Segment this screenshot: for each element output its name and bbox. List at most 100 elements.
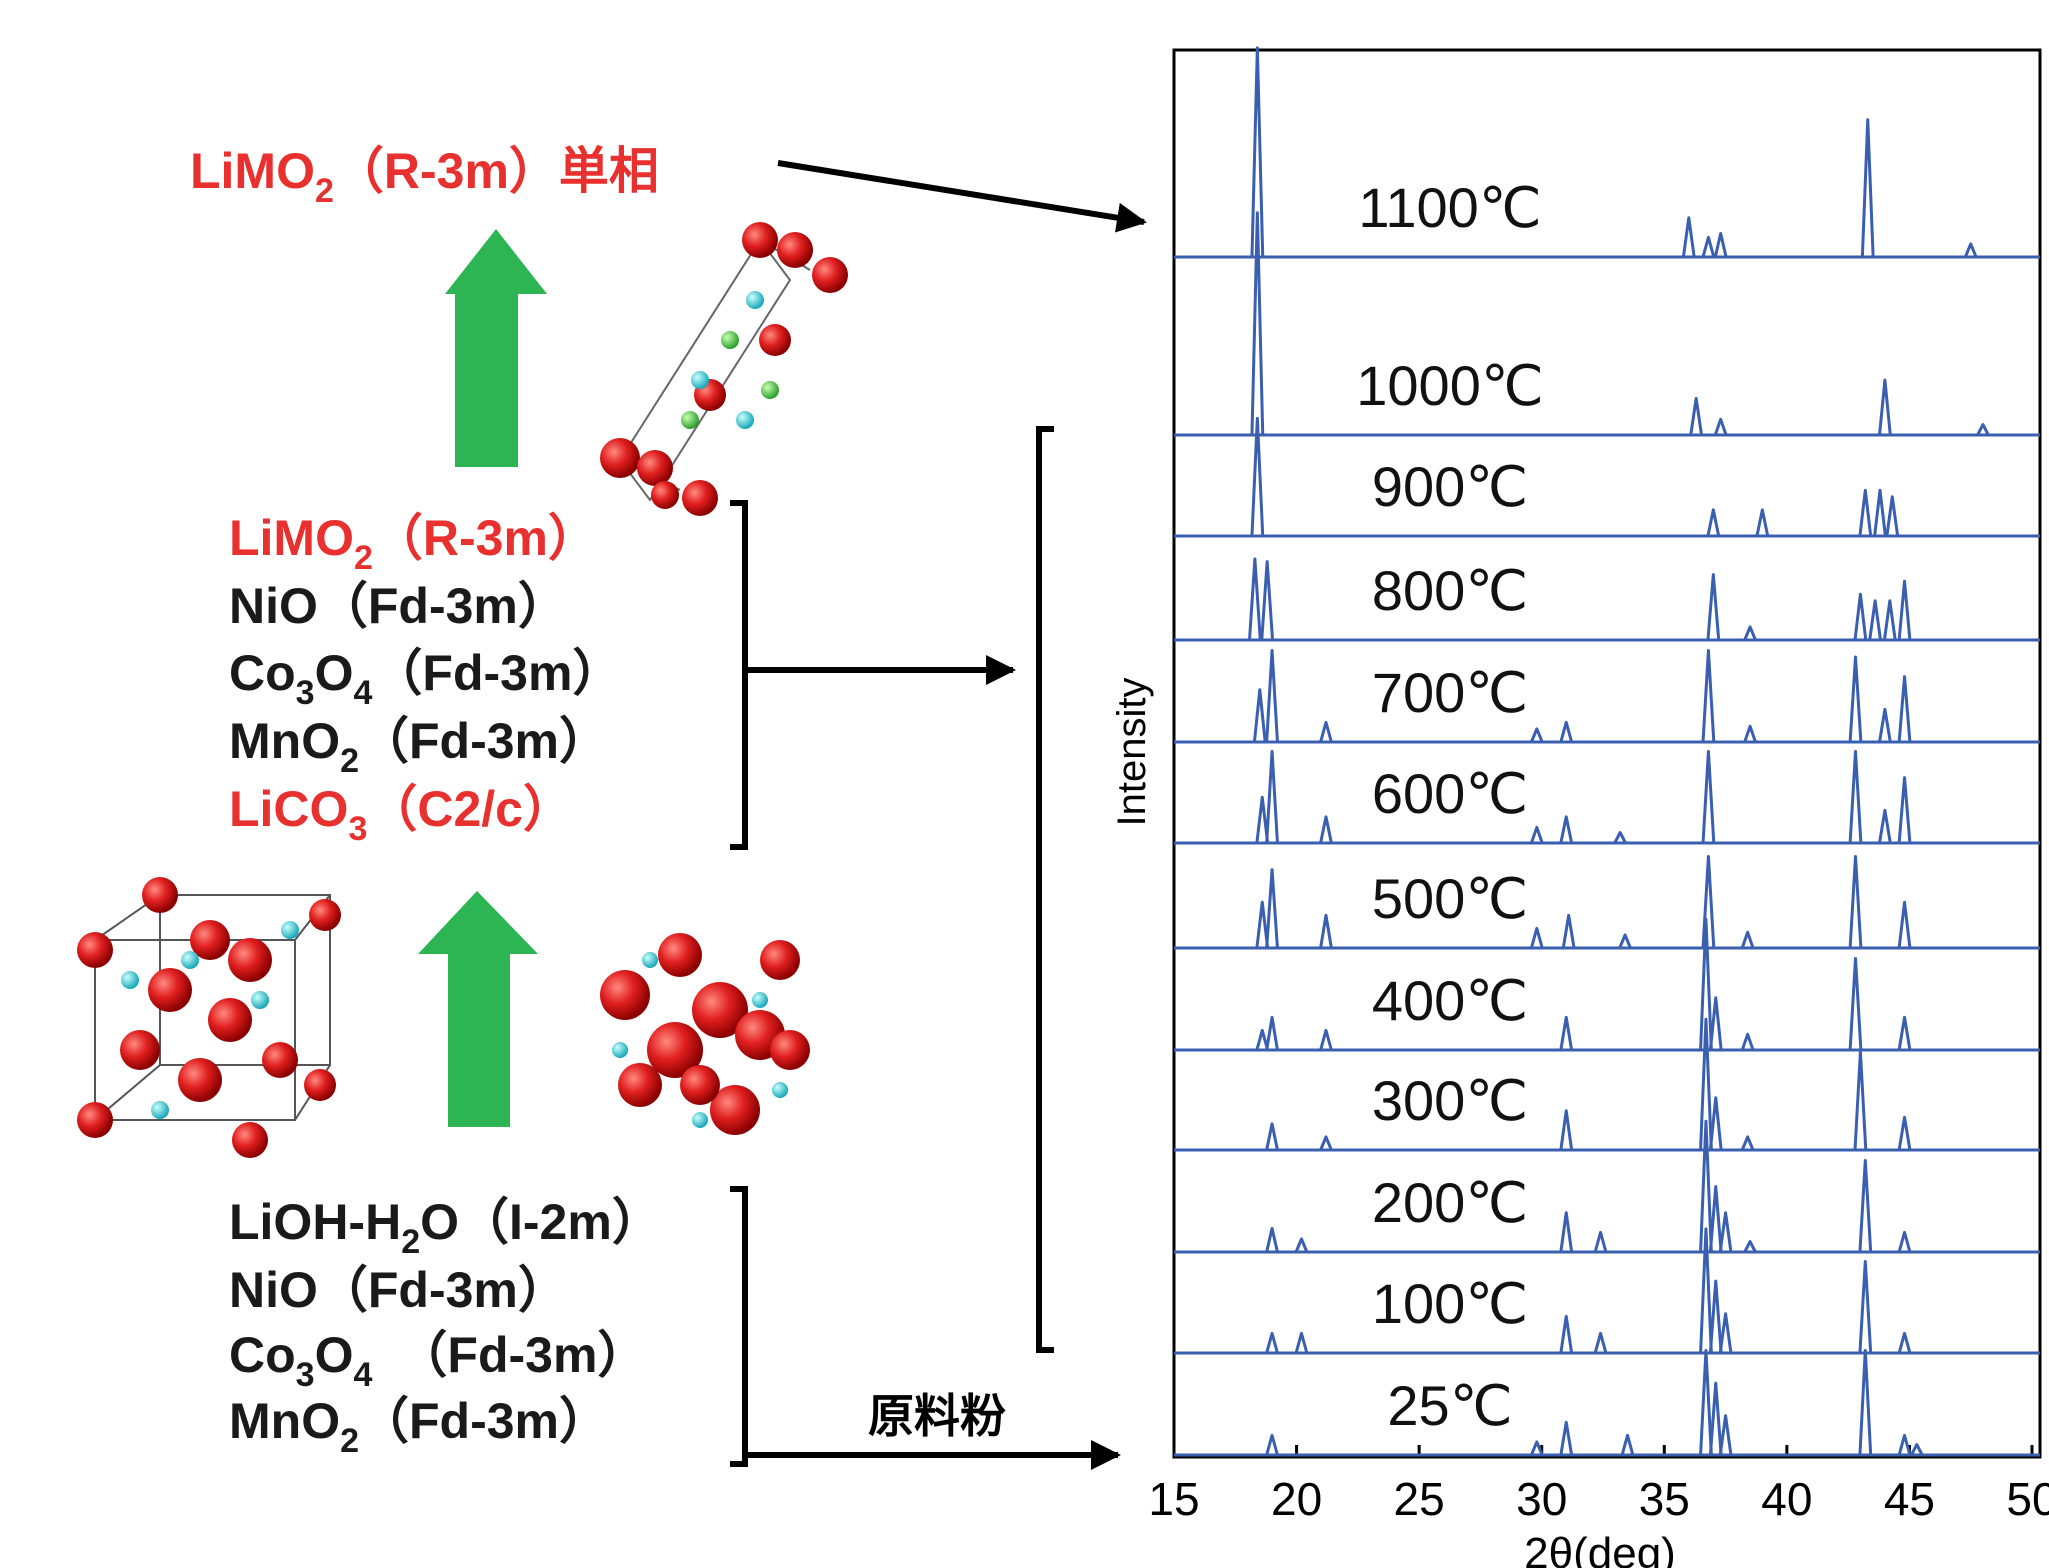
series-label: 1000℃	[1356, 354, 1543, 417]
peak	[1848, 855, 1863, 949]
peak	[1713, 417, 1728, 436]
peak	[1265, 1226, 1279, 1253]
peak	[1294, 1331, 1309, 1354]
green-arrow	[445, 229, 547, 467]
peak	[1559, 1015, 1574, 1051]
peak	[1897, 1115, 1912, 1151]
formula: NiO（Fd-3m）	[229, 578, 568, 634]
formula-part: （Fd-3m）	[372, 1327, 647, 1383]
formula-part: NiO（Fd-3m）	[229, 1262, 568, 1318]
peak	[1878, 808, 1892, 844]
raw-label: 原料粉	[868, 1390, 1006, 1442]
peak	[1265, 868, 1279, 949]
peak	[1885, 495, 1900, 537]
peak	[1613, 831, 1627, 844]
peak	[1708, 1185, 1723, 1253]
peak	[1873, 488, 1887, 537]
peak	[1708, 1279, 1723, 1354]
bracket	[1036, 426, 1054, 1353]
peak	[1260, 560, 1275, 641]
peak	[1689, 396, 1704, 436]
peak	[1963, 242, 1978, 258]
formula-part: MnO	[229, 713, 340, 769]
peak	[1706, 573, 1721, 641]
peak	[1755, 508, 1770, 537]
peak	[1250, 211, 1265, 436]
xrd-pattern	[1174, 855, 2040, 950]
peak	[1559, 1420, 1574, 1456]
formula-part: LiCO	[229, 781, 348, 837]
peak	[1743, 724, 1757, 743]
peak	[1250, 46, 1265, 258]
bracket	[730, 1186, 748, 1467]
peak	[1699, 1348, 1713, 1456]
formula-part: LiOH-H	[229, 1194, 401, 1250]
peak	[1265, 1331, 1279, 1354]
xrd-pattern	[1174, 1227, 2040, 1355]
peak	[1319, 1028, 1333, 1051]
peak	[1718, 1211, 1733, 1253]
peak	[1255, 900, 1270, 949]
x-tick-label: 30	[1516, 1473, 1567, 1525]
xrd-pattern	[1174, 211, 2040, 437]
xrd-pattern	[1174, 1119, 2040, 1254]
peak	[1265, 649, 1279, 743]
peak	[1718, 1312, 1733, 1354]
subscript: 2	[315, 172, 334, 210]
peak	[1853, 592, 1868, 641]
peak	[1559, 1211, 1574, 1253]
peak	[1530, 1440, 1544, 1456]
peak	[1743, 1240, 1757, 1253]
subscript: 4	[353, 1356, 372, 1394]
peak	[1620, 1433, 1635, 1456]
peak	[1897, 900, 1912, 949]
formula-part: NiO（Fd-3m）	[229, 578, 568, 634]
peak	[1618, 933, 1632, 949]
green-arrow	[418, 891, 538, 1127]
peak	[1559, 815, 1574, 844]
x-tick-label: 15	[1148, 1473, 1199, 1525]
peak	[1294, 1237, 1309, 1253]
peak	[1701, 649, 1716, 743]
formula-part: MnO	[229, 1393, 340, 1449]
formula-part: O（I-2m）	[420, 1194, 662, 1250]
peak	[1897, 1331, 1912, 1354]
peak	[1681, 216, 1696, 258]
series-label: 800℃	[1372, 559, 1528, 622]
peak	[1708, 996, 1723, 1051]
peak	[1265, 1433, 1279, 1456]
peak	[1878, 378, 1892, 436]
peak	[1252, 688, 1267, 743]
formula-part: LiMO	[190, 143, 315, 199]
formula: NiO（Fd-3m）	[229, 1262, 568, 1318]
series-label: 400℃	[1372, 969, 1528, 1032]
formula-part: （Fd-3m）	[372, 645, 622, 701]
xrd-pattern	[1174, 917, 2040, 1052]
xrd-pattern	[1174, 1017, 2040, 1152]
peak	[1848, 957, 1863, 1051]
peak	[1699, 1119, 1713, 1253]
peak	[1718, 1414, 1733, 1456]
arrow	[777, 160, 1147, 233]
peak	[1319, 720, 1333, 743]
peak	[1593, 1230, 1608, 1253]
peak	[1858, 488, 1873, 537]
formula: MnO2（Fd-3m）	[229, 1393, 609, 1460]
peak	[1319, 1135, 1333, 1151]
formula-part: O	[315, 645, 354, 701]
subscript: 2	[401, 1223, 420, 1261]
peak	[1853, 1050, 1868, 1151]
peak	[1882, 599, 1897, 641]
peak	[1708, 1381, 1723, 1456]
series-label: 700℃	[1372, 661, 1528, 724]
x-axis-label: 2θ(deg)	[1524, 1529, 1676, 1568]
peak	[1250, 416, 1265, 537]
peak	[1319, 913, 1333, 949]
peak	[1878, 707, 1892, 743]
peak	[1897, 1015, 1912, 1051]
peak	[1255, 795, 1270, 844]
peak	[1897, 1433, 1912, 1456]
xrd-pattern	[1174, 46, 2040, 259]
